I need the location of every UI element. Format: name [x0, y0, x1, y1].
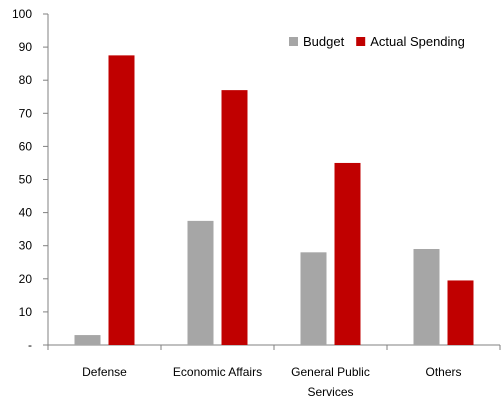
y-tick-label: 40	[19, 206, 33, 220]
bar-actual-spending	[447, 280, 474, 345]
bar-actual-spending	[108, 55, 135, 345]
y-tick-label: -	[28, 338, 32, 352]
y-axis: - 10 20 30 40 50 60 70 80 90 100	[12, 7, 49, 352]
y-tick-label: 90	[19, 40, 33, 54]
x-category-label: Defense	[82, 365, 127, 379]
legend: Budget Actual Spending	[289, 34, 465, 49]
bar-actual-spending	[334, 162, 361, 345]
legend-swatch	[356, 37, 366, 46]
legend-label: Actual Spending	[370, 34, 465, 49]
x-category-label: General Public	[291, 365, 370, 379]
bars	[74, 55, 474, 345]
bar-budget	[187, 220, 214, 345]
bar-budget	[413, 249, 440, 345]
legend-label: Budget	[303, 34, 345, 49]
category-labels: Defense Economic Affairs General Public Ser…	[82, 365, 461, 399]
bar-actual-spending	[221, 90, 248, 345]
x-category-label: Services	[307, 385, 353, 399]
y-tick-label: 60	[19, 139, 33, 153]
y-tick-label: 100	[12, 7, 32, 21]
x-category-label: Others	[425, 365, 461, 379]
y-tick-label: 30	[19, 239, 33, 253]
y-tick-label: 10	[19, 305, 33, 319]
x-axis	[47, 344, 501, 350]
y-tick-label: 50	[19, 173, 33, 187]
bar-budget	[74, 335, 101, 345]
legend-swatch	[289, 37, 298, 46]
y-tick-label: 20	[19, 272, 33, 286]
y-tick-label: 80	[19, 73, 33, 87]
bar-budget	[300, 252, 327, 345]
y-tick-label: 70	[19, 106, 33, 120]
x-category-label: Economic Affairs	[173, 365, 262, 379]
